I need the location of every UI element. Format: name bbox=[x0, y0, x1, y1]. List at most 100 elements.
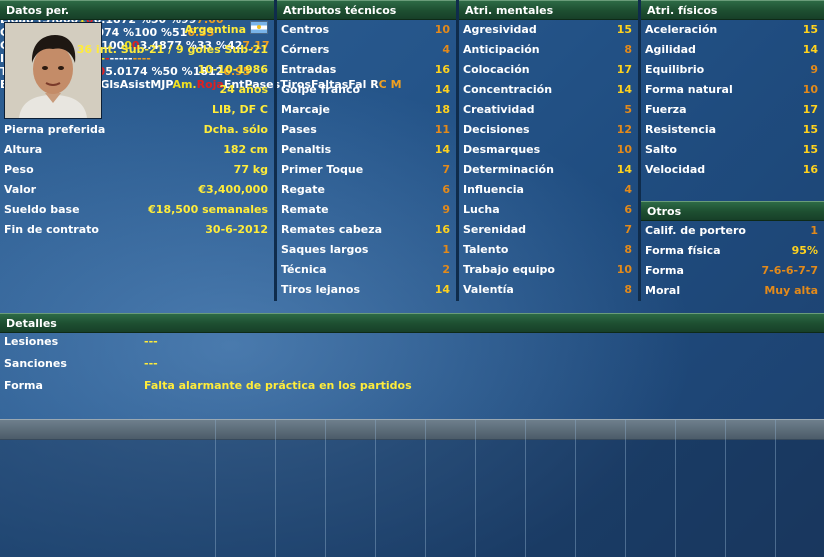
weight-row: Peso 77 kg bbox=[0, 160, 274, 180]
stats-cell: 4 bbox=[227, 39, 235, 52]
mental-attr-valentia[interactable]: Valentía 8 bbox=[459, 280, 638, 300]
attr-label: Talento bbox=[463, 243, 509, 256]
height-row: Altura 182 cm bbox=[0, 140, 274, 160]
mental-attr-decisiones[interactable]: Decisiones 12 bbox=[459, 120, 638, 140]
attr-label: Concentración bbox=[463, 83, 553, 96]
dob-value: 10-10-1986 bbox=[197, 63, 268, 76]
height-value: 182 cm bbox=[223, 143, 268, 156]
attr-value: 5 bbox=[624, 103, 632, 116]
physical-attr-salto[interactable]: Salto 15 bbox=[641, 140, 824, 160]
stats-body bbox=[0, 439, 824, 557]
mental-attr-determinacion[interactable]: Determinación 14 bbox=[459, 160, 638, 180]
attr-label: Valentía bbox=[463, 283, 514, 296]
others-label: Calif. de portero bbox=[645, 224, 746, 237]
stats-col-gls[interactable]: Gls bbox=[100, 78, 120, 91]
stats-row-continental[interactable]: Continental5 (1)100003.4877 %33 %427.17 bbox=[0, 39, 824, 52]
technical-attr-centros[interactable]: Centros 10 bbox=[277, 20, 456, 40]
attr-value: 16 bbox=[434, 63, 450, 76]
technical-attr-pases[interactable]: Pases 11 bbox=[277, 120, 456, 140]
stats-cell: - bbox=[127, 52, 133, 65]
stats-col-ent[interactable]: Ent bbox=[223, 78, 245, 91]
stats-cell: 74 % bbox=[132, 65, 163, 78]
stats-col-faltas[interactable]: Faltas bbox=[311, 78, 349, 91]
physical-attr-fuerza[interactable]: Fuerza 17 bbox=[641, 100, 824, 120]
attr-label: Pases bbox=[281, 123, 317, 136]
value-row: Valor €3,400,000 bbox=[0, 180, 274, 200]
stats-col-mjp[interactable]: MJP bbox=[150, 78, 173, 91]
physical-attr-velocidad[interactable]: Velocidad 16 bbox=[641, 160, 824, 180]
attr-label: Técnica bbox=[281, 263, 327, 276]
physical-attr-agilidad[interactable]: Agilidad 14 bbox=[641, 40, 824, 60]
mental-attr-concentracion[interactable]: Concentración 14 bbox=[459, 80, 638, 100]
stats-col-separator bbox=[375, 419, 376, 557]
attr-label: Determinación bbox=[463, 163, 554, 176]
mental-attr-creatividad[interactable]: Creatividad 5 bbox=[459, 100, 638, 120]
technical-attr-regate[interactable]: Regate 6 bbox=[277, 180, 456, 200]
others-moral[interactable]: Moral Muy alta bbox=[641, 281, 824, 301]
stats-cell: 6.95 bbox=[223, 65, 251, 78]
value-label: Valor bbox=[4, 183, 37, 196]
technical-attr-golpe-franco[interactable]: Golpe franco 14 bbox=[277, 80, 456, 100]
injuries-row: Lesiones --- bbox=[0, 331, 824, 353]
others-calif-de-portero[interactable]: Calif. de portero 1 bbox=[641, 221, 824, 241]
mental-attr-influencia[interactable]: Influencia 4 bbox=[459, 180, 638, 200]
stats-col-asist[interactable]: Asist bbox=[119, 78, 151, 91]
physical-attr-forma-natural[interactable]: Forma natural 10 bbox=[641, 80, 824, 100]
mental-attr-serenidad[interactable]: Serenidad 7 bbox=[459, 220, 638, 240]
attr-value: 10 bbox=[616, 143, 632, 156]
stats-col-pases[interactable]: Pases bbox=[244, 78, 281, 91]
physical-attr-equilibrio[interactable]: Equilibrio 9 bbox=[641, 60, 824, 80]
attr-label: Saques largos bbox=[281, 243, 369, 256]
stats-cell: 0 bbox=[131, 39, 140, 52]
stats-cell: 5 bbox=[172, 26, 180, 39]
nationality-value[interactable]: Argentina bbox=[184, 23, 246, 36]
stats-col-fal-r[interactable]: Fal R bbox=[348, 78, 379, 91]
mental-attr-lucha[interactable]: Lucha 6 bbox=[459, 200, 638, 220]
dob-row: 10-10-1986 bbox=[102, 60, 274, 80]
mental-attr-colocacion[interactable]: Colocación 17 bbox=[459, 60, 638, 80]
stats-cell: 0 bbox=[108, 39, 117, 52]
technical-attr-penaltis[interactable]: Penaltis 14 bbox=[277, 140, 456, 160]
stats-cell: - bbox=[123, 52, 128, 65]
technical-attr-entradas[interactable]: Entradas 16 bbox=[277, 60, 456, 80]
mental-attr-talento[interactable]: Talento 8 bbox=[459, 240, 638, 260]
wage-value: €18,500 semanales bbox=[148, 203, 268, 216]
stats-col-c-m[interactable]: C M bbox=[378, 78, 402, 91]
form-label: Forma bbox=[4, 379, 43, 392]
attr-label: Anticipación bbox=[463, 43, 540, 56]
technical-attr-marcaje[interactable]: Marcaje 18 bbox=[277, 100, 456, 120]
stats-col-separator bbox=[425, 419, 426, 557]
mental-attr-anticipacion[interactable]: Anticipación 8 bbox=[459, 40, 638, 60]
technical-attr-remates-cabeza[interactable]: Remates cabeza 16 bbox=[277, 220, 456, 240]
attr-value: 8 bbox=[624, 243, 632, 256]
mental-attr-agresividad[interactable]: Agresividad 15 bbox=[459, 20, 638, 40]
technical-attr-corners[interactable]: Córners 4 bbox=[277, 40, 456, 60]
column-divider bbox=[456, 0, 459, 301]
others-forma-fisica[interactable]: Forma física 95% bbox=[641, 241, 824, 261]
technical-attr-primer-toque[interactable]: Primer Toque 7 bbox=[277, 160, 456, 180]
technical-attr-saques-largos[interactable]: Saques largos 1 bbox=[277, 240, 456, 260]
physical-attr-resistencia[interactable]: Resistencia 15 bbox=[641, 120, 824, 140]
others-forma[interactable]: Forma 7-6-6-7-7 bbox=[641, 261, 824, 281]
attr-label: Golpe franco bbox=[281, 83, 361, 96]
mental-attr-trabajo-equipo[interactable]: Trabajo equipo 10 bbox=[459, 260, 638, 280]
attr-label: Colocación bbox=[463, 63, 530, 76]
attr-value: 8 bbox=[624, 283, 632, 296]
stats-col-tiros[interactable]: Tiros bbox=[280, 78, 311, 91]
stats-col-roja[interactable]: Roja bbox=[196, 78, 224, 91]
technical-attr-tecnica[interactable]: Técnica 2 bbox=[277, 260, 456, 280]
height-label: Altura bbox=[4, 143, 43, 156]
attr-value: 14 bbox=[434, 283, 450, 296]
injuries-value: --- bbox=[144, 335, 158, 348]
physical-attr-aceleracion[interactable]: Aceleración 15 bbox=[641, 20, 824, 40]
stats-cell: 1 bbox=[179, 26, 188, 39]
stats-col-am[interactable]: Am. bbox=[172, 78, 197, 91]
stats-cell: 100 % bbox=[134, 26, 172, 39]
others-label: Forma bbox=[645, 264, 684, 277]
stats-col-separator bbox=[475, 419, 476, 557]
age-value: 24 años bbox=[219, 83, 269, 96]
technical-attr-tiros-lejanos[interactable]: Tiros lejanos 14 bbox=[277, 280, 456, 300]
technical-attr-remate[interactable]: Remate 9 bbox=[277, 200, 456, 220]
mental-attr-desmarques[interactable]: Desmarques 10 bbox=[459, 140, 638, 160]
attr-value: 16 bbox=[434, 223, 450, 236]
